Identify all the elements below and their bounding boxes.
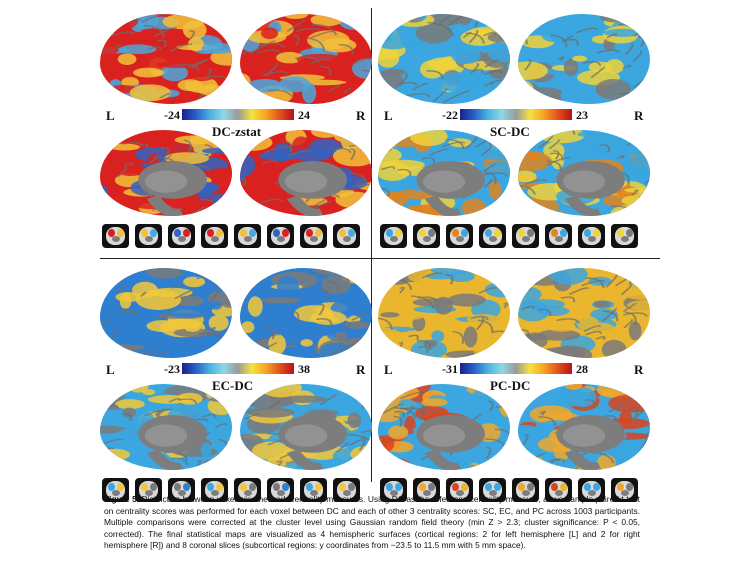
caption-text: Distinction between voxel-wise network c… xyxy=(104,494,640,550)
left-lateral-surface xyxy=(378,14,510,104)
coronal-slice xyxy=(267,224,294,248)
right-hemisphere-label: R xyxy=(356,108,366,123)
figure-caption: Figure 5. Distinction between voxel-wise… xyxy=(104,494,640,552)
coronal-slice xyxy=(102,478,129,502)
left-medial-surface xyxy=(378,130,510,216)
left-lateral-surface xyxy=(378,268,510,358)
colorbar xyxy=(182,109,294,120)
coronal-slice xyxy=(168,224,195,248)
right-hemisphere-label: R xyxy=(634,108,644,123)
panel-ec-dc: L R -23 38 EC-DC xyxy=(100,262,372,510)
coronal-slice xyxy=(578,224,605,248)
right-lateral-surface xyxy=(240,14,372,104)
coronal-slice xyxy=(380,224,407,248)
coronal-slice xyxy=(300,478,327,502)
colorbar-min: -31 xyxy=(442,362,458,376)
coronal-slice xyxy=(413,478,440,502)
coronal-slice xyxy=(201,478,228,502)
colorbar-min: -23 xyxy=(164,362,180,376)
left-medial-surface xyxy=(100,384,232,470)
panel-dc-zstat: L R -24 24 DC-zstat xyxy=(100,8,372,256)
colorbar-max: 28 xyxy=(576,362,588,376)
coronal-slice xyxy=(611,224,638,248)
right-lateral-surface xyxy=(240,268,372,358)
left-medial-surface xyxy=(100,130,232,216)
coronal-slices xyxy=(380,224,638,248)
coronal-slice xyxy=(545,478,572,502)
coronal-slice xyxy=(234,478,261,502)
right-medial-surface xyxy=(240,130,372,216)
coronal-slice xyxy=(300,224,327,248)
coronal-slices xyxy=(102,224,360,248)
coronal-slice xyxy=(413,224,440,248)
coronal-slice xyxy=(578,478,605,502)
colorbar xyxy=(182,363,294,374)
coronal-slice xyxy=(168,478,195,502)
panel-pc-dc: L R -31 28 PC-DC xyxy=(378,262,650,510)
colorbar xyxy=(460,109,572,120)
left-medial-surface xyxy=(378,384,510,470)
coronal-slice xyxy=(135,478,162,502)
left-hemisphere-label: L xyxy=(384,108,393,123)
left-hemisphere-label: L xyxy=(384,362,393,377)
coronal-slice xyxy=(267,478,294,502)
coronal-slice xyxy=(201,224,228,248)
coronal-slice xyxy=(479,478,506,502)
left-lateral-surface xyxy=(100,14,232,104)
coronal-slices xyxy=(102,478,360,502)
colorbar xyxy=(460,363,572,374)
colorbar-max: 38 xyxy=(298,362,310,376)
caption-label: Figure 5. xyxy=(104,494,140,504)
vertical-divider xyxy=(371,8,372,482)
horizontal-divider xyxy=(100,258,660,259)
coronal-slice xyxy=(611,478,638,502)
panel-sc-dc: LR-2223SC-DC xyxy=(378,8,650,256)
colorbar-min: -22 xyxy=(442,108,458,122)
right-lateral-surface xyxy=(518,14,650,104)
coronal-slice xyxy=(380,478,407,502)
coronal-slice xyxy=(234,224,261,248)
coronal-slice xyxy=(512,478,539,502)
coronal-slice xyxy=(446,478,473,502)
right-hemisphere-label: R xyxy=(356,362,366,377)
left-lateral-surface xyxy=(100,268,232,358)
coronal-slice xyxy=(512,224,539,248)
coronal-slice xyxy=(545,224,572,248)
coronal-slice xyxy=(333,224,360,248)
right-lateral-surface xyxy=(518,268,650,358)
right-medial-surface xyxy=(240,384,372,470)
coronal-slice xyxy=(135,224,162,248)
coronal-slice xyxy=(479,224,506,248)
colorbar-max: 23 xyxy=(576,108,588,122)
left-hemisphere-label: L xyxy=(106,108,115,123)
coronal-slice xyxy=(446,224,473,248)
left-hemisphere-label: L xyxy=(106,362,115,377)
colorbar-max: 24 xyxy=(298,108,310,122)
right-hemisphere-label: R xyxy=(634,362,644,377)
coronal-slices xyxy=(380,478,638,502)
right-medial-surface xyxy=(518,130,650,216)
right-medial-surface xyxy=(518,384,650,470)
coronal-slice xyxy=(333,478,360,502)
colorbar-min: -24 xyxy=(164,108,180,122)
coronal-slice xyxy=(102,224,129,248)
